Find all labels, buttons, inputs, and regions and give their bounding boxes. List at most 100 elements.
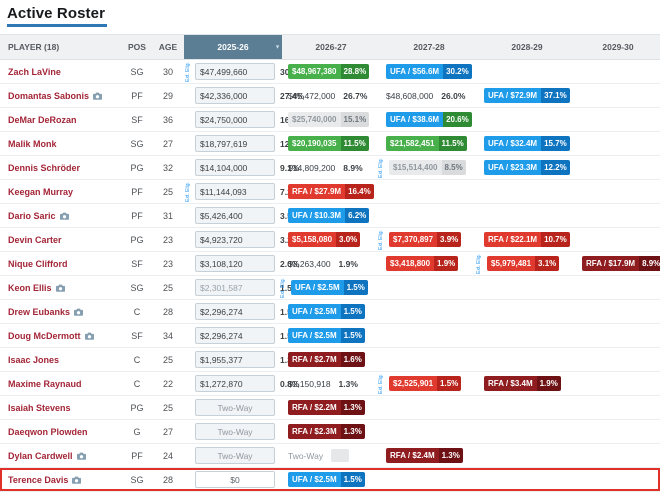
player-link[interactable]: DeMar DeRozan	[8, 114, 77, 125]
salary-badge: RFA / $3.4M 1.9%	[484, 376, 561, 391]
player-link[interactable]: Malik Monk	[8, 138, 57, 149]
cap-percent: 9.1%	[280, 162, 300, 173]
salary-input[interactable]: $0	[195, 471, 275, 488]
badge-label: RFA / $2.7M	[288, 352, 341, 367]
salary-input[interactable]: $2,296,274	[195, 303, 275, 320]
player-link[interactable]: Dylan Cardwell	[8, 450, 73, 461]
player-link[interactable]: Terence Davis	[8, 474, 69, 485]
age-label: 27	[162, 426, 173, 437]
year-cell: $5,158,080 3.0%	[282, 228, 380, 251]
pos-cell: C	[122, 348, 152, 371]
column-header-2028-29[interactable]: 2028-29	[478, 35, 576, 59]
salary-badge: UFA / $72.9M 37.1%	[484, 88, 570, 103]
year-cell	[478, 60, 576, 83]
salary-badge: $15,514,400 8.5%	[389, 160, 466, 175]
camera-icon[interactable]	[55, 284, 65, 292]
camera-icon[interactable]	[93, 92, 103, 100]
badge-label: UFA / $32.4M	[484, 136, 542, 151]
age-cell: 24	[152, 444, 184, 467]
salary-value: $24,750,000	[200, 114, 248, 125]
column-header-2025-26[interactable]: 2025-26 ▾	[184, 35, 282, 59]
column-header-2027-28[interactable]: 2027-28	[380, 35, 478, 59]
player-link[interactable]: Nique Clifford	[8, 258, 68, 269]
age-label: 30	[162, 66, 173, 77]
salary-input[interactable]: $2,296,274	[195, 327, 275, 344]
year-cell	[380, 396, 478, 419]
badge-label: RFA / $3.4M	[484, 376, 537, 391]
pos-cell: PF	[122, 180, 152, 203]
player-link[interactable]: Zach LaVine	[8, 66, 61, 77]
salary-input[interactable]: Two-Way	[195, 447, 275, 464]
pos-label: C	[133, 306, 141, 317]
year-cell: Ext. Elig. $15,514,400 8.5%	[378, 156, 478, 179]
camera-icon[interactable]	[74, 308, 84, 316]
salary-input[interactable]: $14,104,000	[195, 159, 275, 176]
pos-label: PF	[131, 186, 143, 197]
badge-percent: 15.1%	[340, 112, 370, 127]
player-link[interactable]: Dennis Schröder	[8, 162, 81, 173]
salary-badge: UFA / $2.5M 1.5%	[291, 280, 368, 295]
age-label: 25	[162, 402, 173, 413]
salary-input[interactable]: $5,426,400	[195, 207, 275, 224]
badge-percent: 1.5%	[340, 328, 365, 343]
player-link[interactable]: Daeqwon Plowden	[8, 426, 88, 437]
year-cell: $3,263,400 1.9%	[282, 252, 380, 275]
year-cell	[380, 180, 478, 203]
player-link[interactable]: Domantas Sabonis	[8, 90, 90, 101]
player-cell: DeMar DeRozan	[6, 108, 122, 131]
year-cell: $20,190,035 11.5%	[282, 132, 380, 155]
column-header-pos[interactable]: POS	[122, 35, 152, 59]
salary-input[interactable]: $42,336,000	[195, 87, 275, 104]
cap-percent: 26.7%	[343, 90, 368, 101]
salary-input[interactable]: $18,797,619	[195, 135, 275, 152]
year-cell	[478, 444, 576, 467]
player-link[interactable]: Doug McDermott	[8, 330, 81, 341]
salary-input[interactable]: $1,955,377	[195, 351, 275, 368]
roster-table: PLAYER (18) POS AGE 2025-26 ▾ 2026-27 2027-28 2…	[0, 34, 660, 492]
camera-icon[interactable]	[84, 332, 94, 340]
pos-cell: C	[122, 372, 152, 395]
player-link[interactable]: Keon Ellis	[8, 282, 52, 293]
badge-percent: 11.5%	[438, 136, 467, 151]
salary-input[interactable]: $11,144,093	[195, 183, 275, 200]
year-cell	[478, 396, 576, 419]
player-link[interactable]: Drew Eubanks	[8, 306, 71, 317]
camera-icon[interactable]	[59, 212, 69, 220]
column-header-2029-30[interactable]: 2029-30	[576, 35, 660, 59]
badge-label: UFA / $72.9M	[484, 88, 542, 103]
column-header-age[interactable]: AGE	[152, 35, 184, 59]
pos-cell: PF	[122, 204, 152, 227]
salary-input[interactable]: $2,301,587	[195, 279, 275, 296]
pos-cell: SG	[122, 60, 152, 83]
table-row: Dario Saric PF 31 $5,426,4003.5%UFA / $10.3…	[0, 204, 660, 228]
player-link[interactable]: Isaac Jones	[8, 354, 60, 365]
player-link[interactable]: Keegan Murray	[8, 186, 74, 197]
year-cell: Ext. Elig.$47,499,66030.7%	[184, 60, 304, 83]
pos-label: SF	[131, 114, 143, 125]
player-link[interactable]: Devin Carter	[8, 234, 62, 245]
column-header-player-18[interactable]: PLAYER (18)	[6, 35, 122, 59]
column-header-2026-27[interactable]: 2026-27	[282, 35, 380, 59]
salary-input[interactable]: $3,108,120	[195, 255, 275, 272]
salary-input[interactable]: Two-Way	[195, 399, 275, 416]
camera-icon[interactable]	[72, 476, 82, 484]
year-cell: $3,108,120 2.0%	[184, 252, 299, 275]
badge-label: $5,979,481	[487, 256, 536, 271]
salary-input[interactable]: $24,750,000	[195, 111, 275, 128]
salary-value: $14,104,000	[200, 162, 248, 173]
pos-cell: SF	[122, 324, 152, 347]
camera-icon[interactable]	[76, 452, 86, 460]
salary-badge: RFA / $2.2M 1.3%	[288, 400, 365, 415]
salary-input[interactable]: $47,499,660	[195, 63, 275, 80]
sort-arrow-icon[interactable]: ▾	[275, 44, 279, 51]
pos-cell: G	[122, 420, 152, 443]
year-cell	[380, 468, 478, 491]
salary-input[interactable]: Two-Way	[195, 423, 275, 440]
salary-input[interactable]: $4,923,720	[195, 231, 275, 248]
player-link[interactable]: Maxime Raynaud	[8, 378, 82, 389]
salary-input[interactable]: $1,272,870	[195, 375, 275, 392]
player-link[interactable]: Dario Saric	[8, 210, 56, 221]
player-link[interactable]: Isaiah Stevens	[8, 402, 71, 413]
year-cell	[576, 228, 660, 251]
